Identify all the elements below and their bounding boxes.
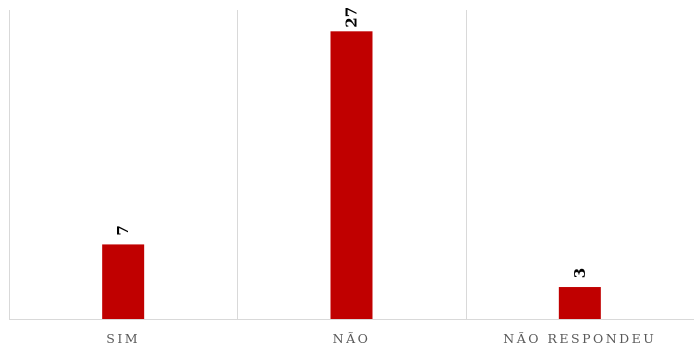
bar-2 [330,31,373,320]
chart-category-labels: SIM NÃO NÃO RESPONDEU [106,331,656,346]
data-label-2: 27 [343,7,361,28]
category-label-2: NÃO [333,331,371,346]
bar-1 [102,244,145,319]
chart-grid [9,10,694,320]
chart-data-labels: 7 27 3 [114,7,589,278]
data-label-3: 3 [571,268,589,278]
chart-bars [102,31,601,320]
category-label-1: SIM [106,331,140,346]
bar-3 [558,287,601,319]
data-label-1: 7 [114,225,132,235]
category-label-3: NÃO RESPONDEU [503,331,656,346]
